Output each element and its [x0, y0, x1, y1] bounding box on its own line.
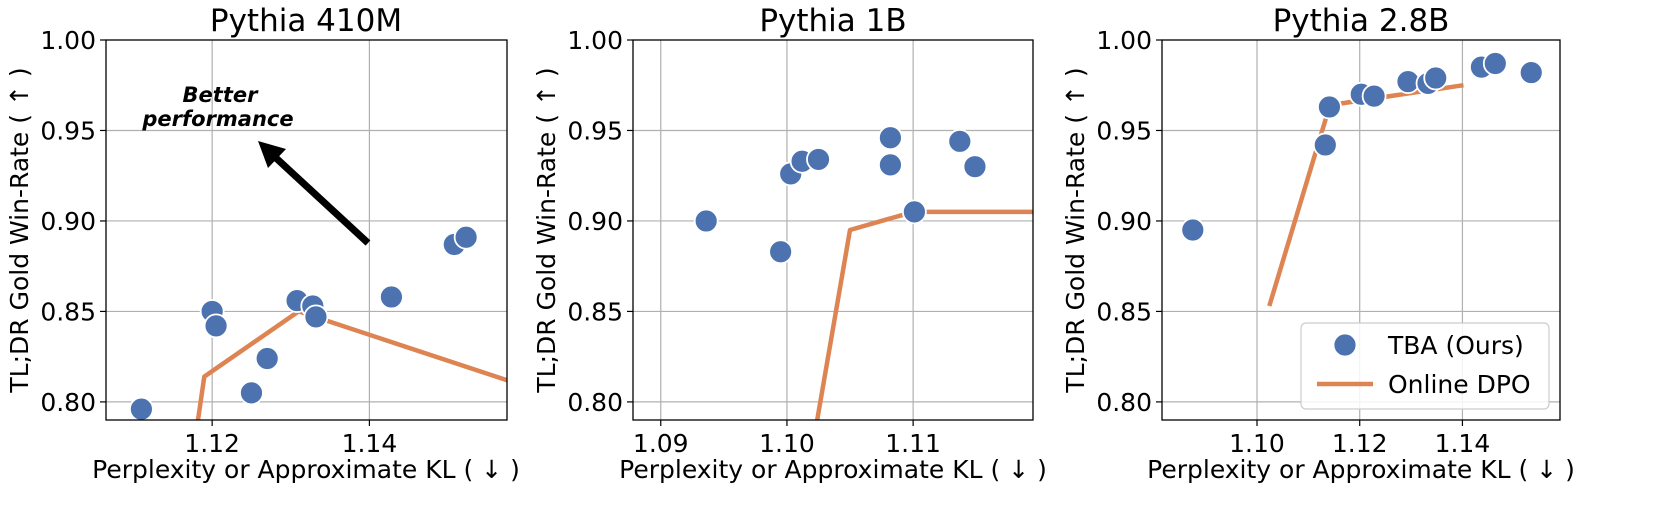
axes-frame: [632, 39, 1034, 421]
y-tick-label: 0.95: [1096, 116, 1152, 145]
y-tick-label: 0.85: [567, 297, 623, 326]
arrow-head: [258, 141, 286, 168]
online-dpo-line: [195, 309, 507, 420]
y-tick-label: 0.85: [1096, 297, 1152, 326]
x-axis-label: Perplexity or Approximate KL ( ↓ ): [1147, 455, 1575, 484]
chart-panel-1: 0.80 0.85 0.90 0.95 1.00 1.12 1.14 Pythia 410M P…: [5, 3, 520, 484]
x-tick-label: 1.10: [1229, 429, 1285, 458]
plot-area: [693, 125, 1033, 420]
chart-title: Pythia 410M: [210, 3, 402, 39]
x-tick-label: 1.11: [885, 429, 941, 458]
chart-title: Pythia 2.8B: [1273, 3, 1450, 39]
y-axis-label: TL;DR Gold Win-Rate ( ↑ ): [5, 67, 34, 393]
x-tick-label: 1.10: [759, 429, 815, 458]
online-dpo-line: [814, 209, 1033, 420]
y-tick-label: 0.80: [1096, 388, 1152, 417]
legend: TBA (Ours) Online DPO: [1300, 322, 1550, 410]
x-axis-label: Perplexity or Approximate KL ( ↓ ): [92, 455, 520, 484]
y-axis-label: TL;DR Gold Win-Rate ( ↑ ): [1061, 67, 1090, 393]
tba-point: [1317, 94, 1342, 120]
tba-point: [453, 224, 479, 250]
axes-frame: [105, 39, 508, 421]
tba-point: [1312, 132, 1338, 158]
legend-box: [1300, 322, 1550, 410]
chart-panel-2: 0.80 0.85 0.90 0.95 1.00 1.09 1.10 1.11 Pythia 1…: [532, 3, 1047, 484]
tba-point: [239, 380, 264, 406]
y-tick-label: 1.00: [1096, 26, 1152, 55]
y-axis-label: TL;DR Gold Win-Rate ( ↑ ): [532, 67, 561, 393]
tba-point: [878, 125, 903, 151]
tba-point: [203, 313, 229, 339]
tba-point: [878, 152, 903, 178]
legend-label-tba: TBA (Ours): [1387, 331, 1524, 360]
chart-title: Pythia 1B: [759, 3, 906, 39]
plot-area: [1180, 51, 1544, 307]
tba-point: [254, 346, 280, 371]
legend-label-dpo: Online DPO: [1388, 370, 1531, 399]
tba-point: [1423, 65, 1449, 91]
chart-panel-3: 0.80 0.85 0.90 0.95 1.00 1.10 1.12 1.14 Pythia 2…: [1061, 3, 1575, 484]
y-tick-label: 1.00: [40, 26, 96, 55]
tba-point: [303, 304, 329, 330]
y-tick-label: 0.80: [567, 388, 623, 417]
tba-point: [947, 128, 973, 154]
tba-point: [693, 208, 719, 234]
x-tick-label: 1.14: [1435, 429, 1491, 458]
online-dpo-line: [1267, 82, 1464, 307]
y-tick-label: 0.85: [40, 297, 96, 326]
y-tick-label: 0.95: [40, 116, 96, 145]
annotation-line-2: performance: [141, 107, 293, 131]
tba-point: [1482, 51, 1508, 76]
tba-point: [379, 284, 404, 310]
tba-point: [901, 199, 927, 225]
x-tick-label: 1.14: [342, 429, 398, 458]
y-tick-label: 1.00: [567, 26, 623, 55]
plot-area: [128, 224, 507, 420]
x-axis-label: Perplexity or Approximate KL ( ↓ ): [619, 455, 1047, 484]
y-tick-label: 0.90: [40, 207, 96, 236]
legend-marker-tba: [1332, 332, 1358, 358]
tba-point: [962, 154, 988, 180]
y-tick-label: 0.90: [1096, 207, 1152, 236]
x-tick-label: 1.09: [633, 429, 689, 458]
arrow-shaft: [273, 155, 371, 246]
x-tick-label: 1.12: [184, 429, 240, 458]
x-tick-label: 1.12: [1332, 429, 1388, 458]
tba-point: [768, 239, 794, 265]
y-tick-label: 0.90: [567, 207, 623, 236]
tba-point: [1361, 83, 1387, 109]
annotation-line-1: Better: [183, 83, 260, 107]
tba-point: [1518, 60, 1544, 85]
axes-frame: [1161, 39, 1561, 421]
tba-point: [806, 147, 831, 172]
y-tick-label: 0.95: [567, 116, 623, 145]
y-tick-label: 0.80: [40, 388, 96, 417]
tba-point: [128, 396, 154, 420]
tba-point: [1180, 217, 1206, 243]
